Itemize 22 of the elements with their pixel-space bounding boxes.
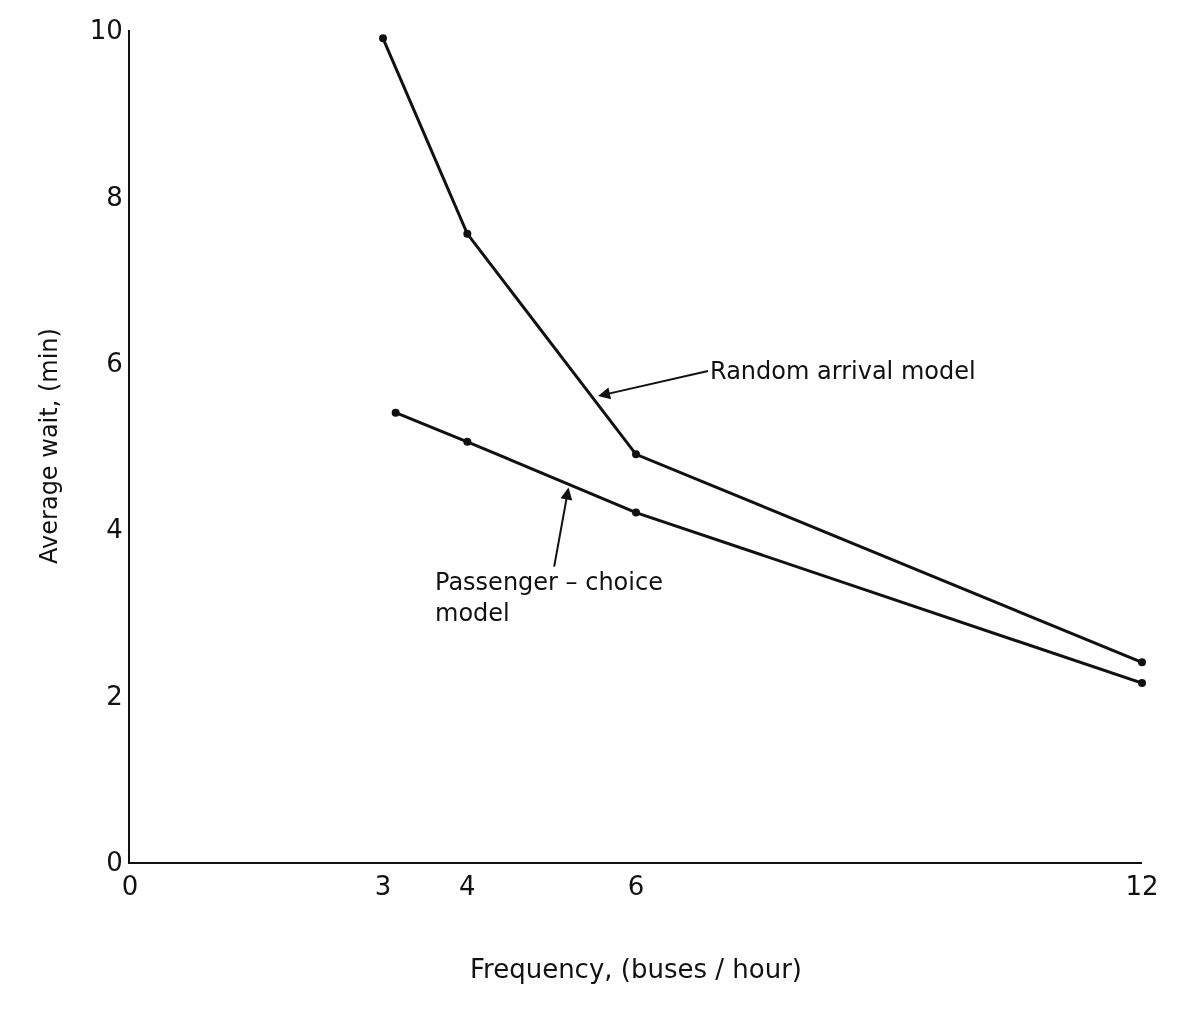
x-axis-title: Frequency, (buses / hour) [469, 954, 803, 985]
annotation: Passenger – choice model [435, 568, 663, 628]
point [391, 408, 400, 417]
y-tick-label: 10 [89, 15, 123, 46]
x-tick-label: 12 [1125, 871, 1159, 902]
x-tick-label: 6 [627, 871, 645, 902]
x-tick-label: 4 [459, 871, 476, 902]
point [463, 229, 472, 238]
y-tick-label: 0 [106, 847, 123, 878]
x-tick-label: 3 [374, 871, 392, 902]
y-tick-label: 2 [106, 680, 123, 711]
point [379, 34, 387, 43]
point [463, 437, 472, 446]
point [1138, 679, 1146, 688]
annotation: Random arrival model [710, 357, 976, 385]
y-tick-label: 6 [106, 347, 123, 378]
y-tick-label: 8 [106, 181, 123, 212]
point [1138, 658, 1146, 667]
point [632, 450, 640, 459]
y-tick-label: 4 [106, 514, 123, 545]
y-axis-title: Average wait, (min) [35, 328, 64, 564]
point [632, 508, 640, 517]
